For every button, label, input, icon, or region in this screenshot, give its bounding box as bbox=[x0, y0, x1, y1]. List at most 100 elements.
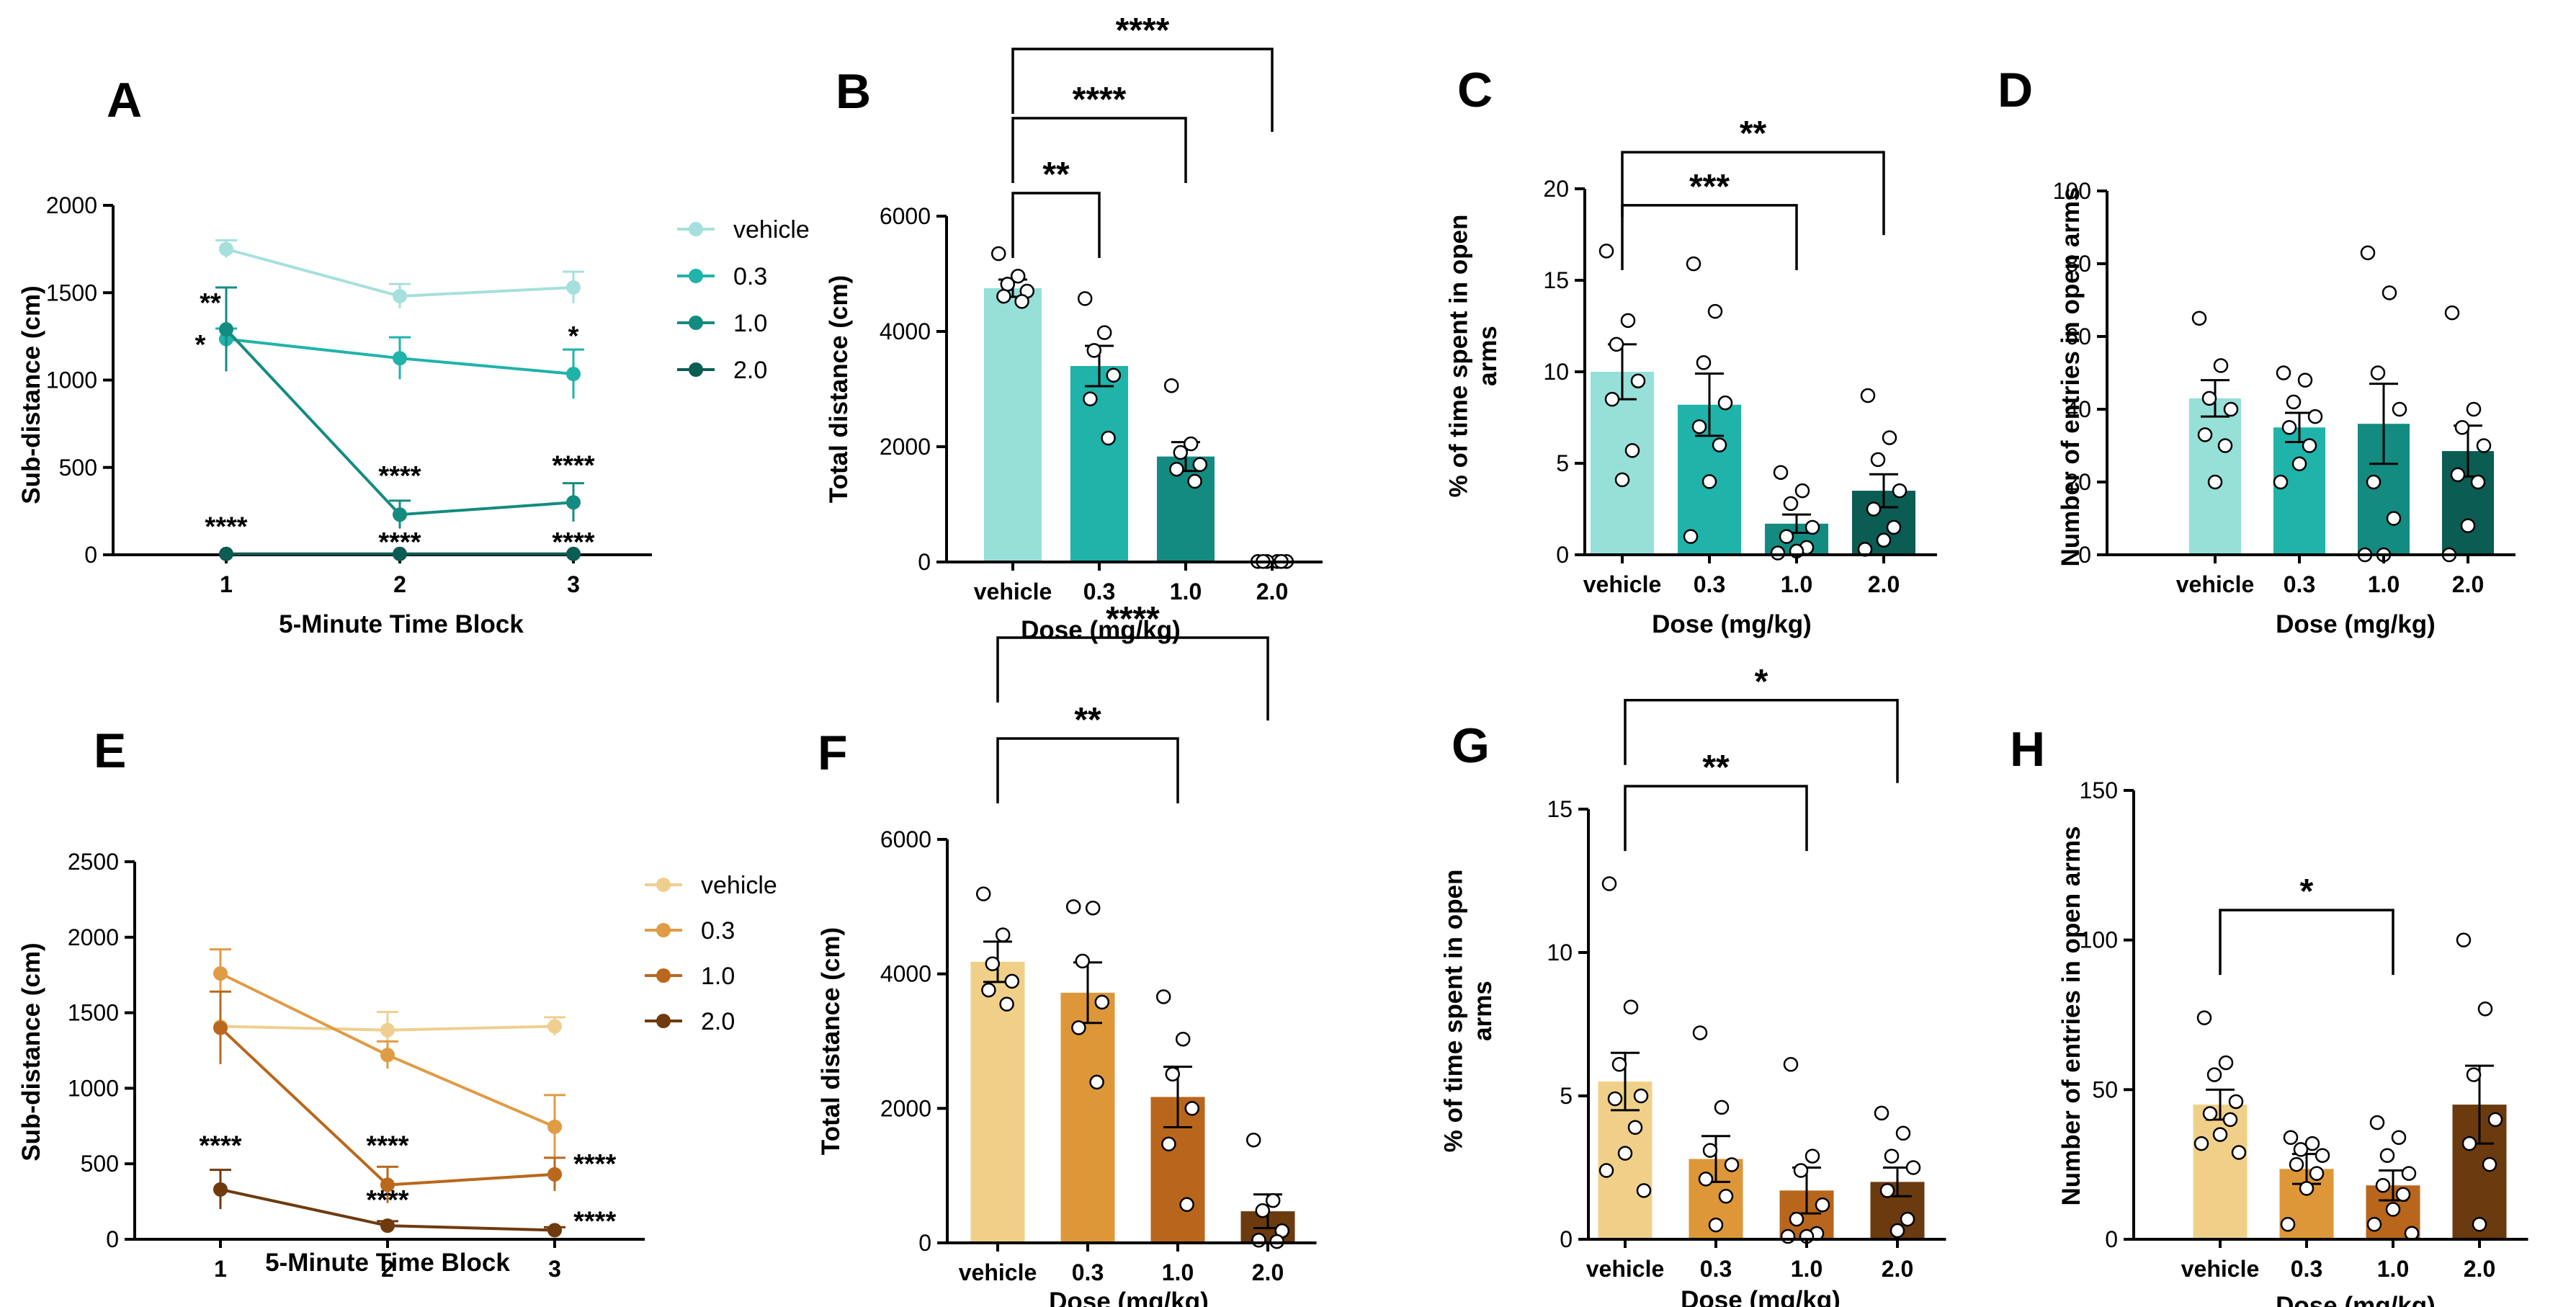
data-point bbox=[1614, 472, 1630, 488]
significance-marker: * bbox=[1755, 663, 1768, 701]
y-tick-label: 80 bbox=[2065, 251, 2091, 277]
y-tick-label: 1500 bbox=[68, 1000, 119, 1026]
y-tick-label: 40 bbox=[2065, 396, 2091, 422]
significance-marker: **** bbox=[573, 1149, 616, 1179]
x-tick-label: vehicle bbox=[1583, 571, 1662, 597]
data-point bbox=[1065, 899, 1081, 914]
data-point bbox=[2222, 1112, 2238, 1128]
data-point bbox=[2395, 1187, 2411, 1202]
data-point bbox=[2470, 474, 2486, 490]
data-point bbox=[1187, 473, 1202, 489]
x-tick-label: 2 bbox=[381, 1256, 394, 1282]
significance-bracket bbox=[2219, 909, 2394, 976]
bar bbox=[1591, 372, 1654, 555]
panel-label: A bbox=[107, 73, 142, 128]
significance-marker: * bbox=[2300, 873, 2314, 911]
y-tick-label: 15 bbox=[1543, 267, 1569, 293]
data-point bbox=[2307, 409, 2323, 424]
data-point bbox=[2444, 305, 2460, 321]
data-point bbox=[1245, 1132, 1261, 1148]
data-point bbox=[2466, 1067, 2482, 1082]
data-point bbox=[1874, 1105, 1889, 1121]
x-tick-label: 2.0 bbox=[1256, 579, 1288, 605]
data-point bbox=[2304, 1136, 2320, 1151]
x-axis-label: Dose (mg/kg) bbox=[2276, 610, 2436, 638]
x-tick-label: 0.3 bbox=[1083, 579, 1115, 605]
data-point bbox=[2466, 401, 2482, 417]
data-point bbox=[2212, 1127, 2228, 1142]
significance-bracket bbox=[996, 737, 1179, 803]
data-point bbox=[1701, 474, 1717, 489]
data-point bbox=[2202, 1106, 2218, 1121]
data-point bbox=[1717, 395, 1733, 411]
y-tick-label: 0 bbox=[84, 542, 97, 568]
x-tick-label: 0.3 bbox=[1072, 1259, 1104, 1285]
data-point bbox=[981, 982, 996, 998]
x-tick-label: 3 bbox=[548, 1256, 561, 1282]
significance-bracket bbox=[996, 636, 1269, 721]
data-point bbox=[2360, 245, 2376, 261]
data-point bbox=[380, 1048, 395, 1063]
y-tick-label: 0 bbox=[1560, 1226, 1573, 1252]
data-point bbox=[1860, 388, 1876, 403]
data-point bbox=[566, 280, 581, 295]
data-point bbox=[1789, 1211, 1804, 1227]
data-point bbox=[1714, 1099, 1730, 1115]
data-point bbox=[2281, 420, 2297, 435]
data-point bbox=[1163, 378, 1179, 393]
y-tick-label: 4000 bbox=[880, 961, 931, 987]
y-axis-label: Number of entries in open arms bbox=[2057, 826, 2085, 1205]
y-tick-label: 2000 bbox=[880, 1095, 931, 1121]
significance-marker: **** bbox=[573, 1206, 616, 1236]
data-point bbox=[995, 927, 1011, 942]
significance-bracket bbox=[1011, 192, 1101, 258]
data-point bbox=[996, 288, 1011, 304]
data-point bbox=[1184, 1101, 1200, 1116]
x-tick-label: 2.0 bbox=[2452, 571, 2484, 597]
x-axis-label: Dose (mg/kg) bbox=[1681, 1286, 1841, 1307]
data-point bbox=[566, 495, 581, 510]
significance-bracket bbox=[1011, 48, 1274, 132]
data-point bbox=[1780, 1228, 1796, 1244]
y-tick-label: 100 bbox=[2080, 927, 2118, 953]
x-tick-label: vehicle bbox=[959, 1259, 1037, 1285]
data-point bbox=[1077, 291, 1093, 306]
data-point bbox=[1173, 445, 1189, 460]
y-tick-label: 15 bbox=[1547, 796, 1573, 822]
data-point bbox=[1075, 953, 1091, 969]
data-point bbox=[1161, 1136, 1176, 1152]
data-point bbox=[1866, 501, 1882, 517]
data-point bbox=[1884, 1148, 1900, 1164]
x-tick-label: 3 bbox=[567, 571, 580, 597]
y-tick-label: 6000 bbox=[880, 203, 931, 229]
x-tick-label: 0.3 bbox=[2284, 571, 2315, 597]
data-point bbox=[2456, 932, 2472, 947]
y-tick-label: 5 bbox=[1560, 1083, 1573, 1109]
data-point bbox=[2401, 1166, 2417, 1181]
data-point bbox=[2385, 1202, 2401, 1217]
data-point bbox=[2487, 1112, 2503, 1128]
data-point bbox=[1630, 373, 1646, 388]
y-tick-label: 10 bbox=[1547, 940, 1573, 965]
data-point bbox=[2213, 358, 2229, 373]
panel-E: E 1 2 3 0 500 1000 1500 2000 2500 Sub-distance (cm… bbox=[17, 723, 777, 1282]
data-point bbox=[2450, 467, 2466, 483]
data-point bbox=[1696, 355, 1712, 370]
data-point bbox=[999, 996, 1014, 1012]
y-tick-label: 60 bbox=[2065, 324, 2091, 349]
significance-marker: * bbox=[195, 330, 206, 360]
data-point bbox=[2196, 1010, 2212, 1025]
legend-marker bbox=[689, 316, 703, 330]
data-point bbox=[1617, 1146, 1633, 1161]
x-axis-label: Dose (mg/kg) bbox=[1049, 1288, 1209, 1307]
data-point bbox=[1804, 519, 1820, 535]
bar bbox=[1157, 456, 1215, 562]
data-point bbox=[1251, 1233, 1266, 1248]
data-point bbox=[1089, 1074, 1104, 1090]
data-point bbox=[2404, 1226, 2420, 1241]
data-point bbox=[1773, 465, 1789, 480]
data-point bbox=[393, 351, 407, 366]
y-axis-label: Sub-distance (cm) bbox=[17, 285, 45, 504]
significance-marker: **** bbox=[552, 450, 594, 481]
